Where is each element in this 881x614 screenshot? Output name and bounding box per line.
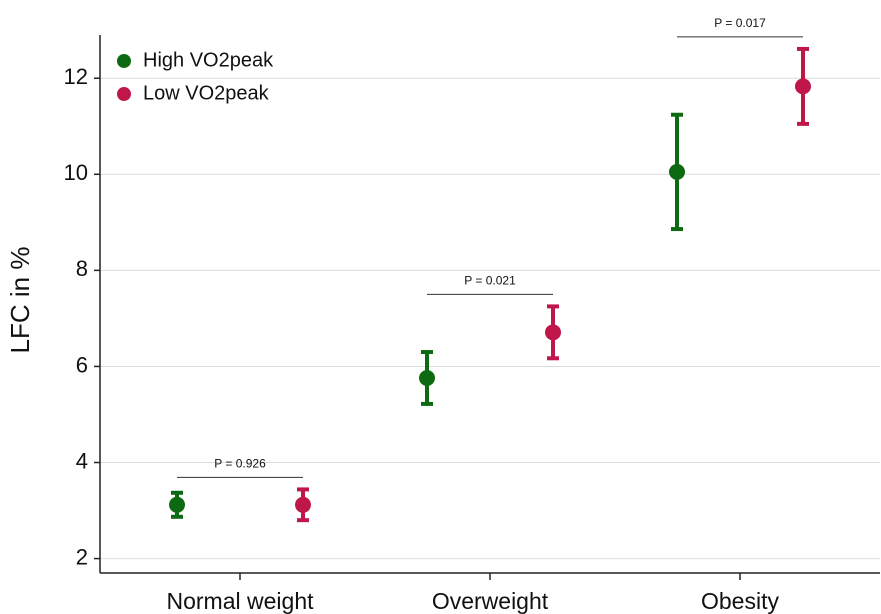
chart: LFC in % 2 4 6 8 10 12 Normal weight P = 0.926 O… [0, 0, 881, 614]
point [795, 78, 811, 94]
y-tick-label: 6 [76, 352, 88, 377]
point [295, 497, 311, 513]
x-tick-label: Obesity [701, 588, 779, 614]
annotation: P = 0.017 [714, 16, 766, 30]
y-axis-label: LFC in % [5, 247, 35, 354]
y-tick-label: 8 [76, 256, 88, 281]
legend-marker [117, 87, 131, 101]
y-tick-label: 12 [64, 64, 88, 89]
x-tick-label: Overweight [432, 588, 549, 614]
legend-label: High VO2peak [143, 49, 274, 71]
point [169, 497, 185, 513]
point [419, 370, 435, 386]
y-tick-label: 2 [76, 544, 88, 569]
legend-marker [117, 54, 131, 68]
y-tick-label: 4 [76, 448, 88, 473]
point [545, 324, 561, 340]
page: {"chart_data": { "type": "errorbar", "y_… [0, 0, 881, 614]
point [669, 164, 685, 180]
annotation: P = 0.926 [214, 457, 266, 471]
y-tick-label: 10 [64, 160, 88, 185]
annotation: P = 0.021 [464, 274, 516, 288]
legend-label: Low VO2peak [143, 82, 270, 104]
x-tick-label: Normal weight [167, 588, 315, 614]
